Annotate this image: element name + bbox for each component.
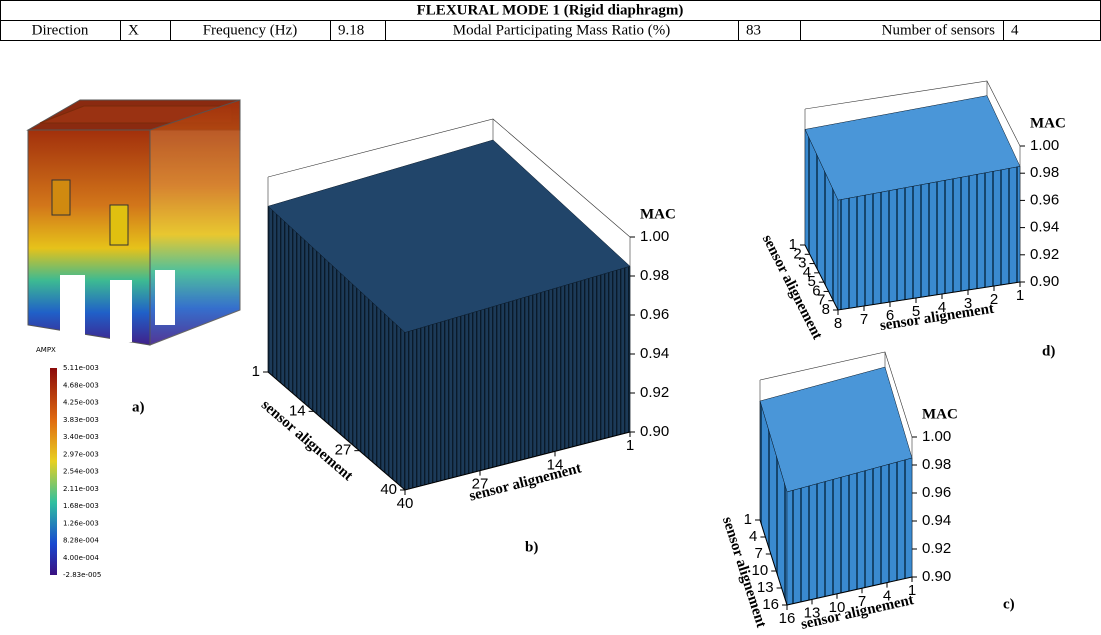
x-tick-label: 1 [626, 437, 634, 454]
y-tick-label: 1 [789, 236, 797, 253]
y-tick-label: 40 [380, 481, 397, 498]
table-cell: Number of sensors [882, 22, 995, 38]
z-tick-label: 0.96 [922, 484, 951, 501]
z-tick-label: 0.90 [922, 568, 951, 585]
z-axis-label: MAC [1030, 115, 1066, 131]
legend-value: 2.97e-003 [63, 450, 99, 458]
building-model [28, 100, 240, 345]
z-tick-label: 0.92 [1030, 246, 1059, 263]
legend-value: -2.83e-005 [63, 571, 101, 579]
z-tick-label: 0.94 [922, 512, 951, 529]
z-tick-label: 0.90 [640, 423, 669, 440]
z-tick-label: 0.90 [1030, 273, 1059, 290]
x-tick-label: 7 [860, 311, 868, 328]
x-tick-label: 8 [834, 315, 842, 332]
table-cell: Frequency (Hz) [203, 22, 298, 38]
x-tick-label: 40 [397, 495, 414, 512]
legend-value: 3.83e-003 [63, 416, 99, 424]
figure: 5.11e-003 4.68e-003 4.25e-003 3.83e-003 3.40… [0, 0, 1101, 635]
legend-value: 3.40e-003 [63, 433, 99, 441]
z-tick-label: 0.94 [1030, 219, 1059, 236]
z-tick-label: 0.92 [922, 540, 951, 557]
legend-value: 4.68e-003 [63, 381, 99, 389]
z-axis-label: MAC [922, 406, 958, 422]
z-tick-label: 0.98 [1030, 164, 1059, 181]
z-tick-label: 1.00 [922, 428, 951, 445]
y-tick-label: 1 [744, 511, 752, 528]
3d-bar-plot: 1.000.980.960.940.920.90MAC87654321senso… [759, 81, 1066, 359]
z-tick-label: 0.98 [640, 267, 669, 284]
z-tick-label: 0.94 [640, 345, 669, 362]
z-tick-label: 0.98 [922, 456, 951, 473]
panel-label: a) [132, 399, 145, 415]
z-tick-label: 0.96 [1030, 191, 1059, 208]
z-axis-label: MAC [640, 206, 676, 222]
legend-value: 2.54e-003 [63, 468, 99, 476]
panel-label: d) [1042, 343, 1055, 359]
y-tick-label: 7 [754, 545, 762, 562]
y-tick-label: 4 [749, 528, 757, 545]
legend-value: 4.25e-003 [63, 399, 99, 407]
table-cell: Modal Participating Mass Ratio (%) [453, 22, 670, 38]
3d-bar-plot: 1.000.980.960.940.920.90MAC4027141sensor… [252, 119, 676, 555]
3d-bar-plot: 1.000.980.960.940.920.90MAC161310741sens… [719, 352, 1015, 633]
legend-value: 1.26e-003 [63, 519, 99, 527]
table-title: FLEXURAL MODE 1 (Rigid diaphragm) [417, 2, 684, 18]
legend-value: 4.00e-004 [63, 554, 99, 562]
z-tick-label: 1.00 [640, 228, 669, 245]
legend-title: AMPX [36, 346, 56, 354]
legend-value: 8.28e-004 [63, 537, 99, 545]
x-tick-label: 16 [779, 610, 796, 627]
table-cell: 9.18 [338, 22, 364, 38]
table-cell: X [128, 22, 139, 38]
panel-label: c) [1003, 596, 1015, 612]
z-tick-label: 0.96 [640, 306, 669, 323]
x-tick-label: 1 [1016, 287, 1024, 304]
legend-value: 1.68e-003 [63, 502, 99, 510]
z-tick-label: 0.92 [640, 384, 669, 401]
z-tick-label: 1.00 [1030, 137, 1059, 154]
y-tick-label: 1 [252, 363, 260, 380]
legend-value: 2.11e-003 [63, 485, 99, 493]
panel-label: b) [525, 539, 538, 555]
table-cell: 4 [1011, 22, 1019, 38]
table-cell: Direction [32, 22, 89, 38]
table-cell: 83 [746, 22, 761, 38]
legend-value: 5.11e-003 [63, 364, 99, 372]
color-legend: 5.11e-003 4.68e-003 4.25e-003 3.83e-003 3.40… [50, 364, 101, 579]
